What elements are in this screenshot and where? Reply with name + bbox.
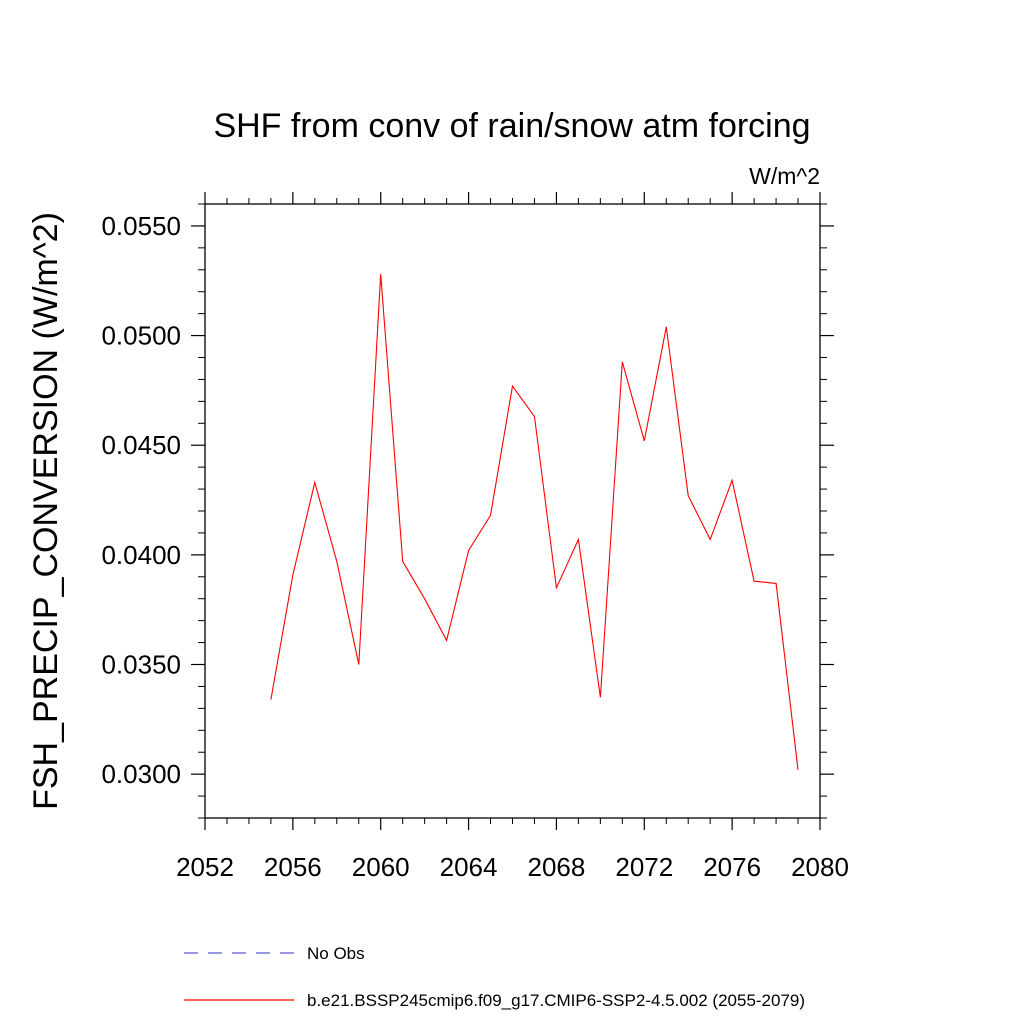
y-tick-label: 0.0400 <box>101 540 181 570</box>
y-tick-label: 0.0300 <box>101 759 181 789</box>
legend: No Obs b.e21.BSSP245cmip6.f09_g17.CMIP6-… <box>184 944 805 1010</box>
x-tick-label: 2076 <box>703 852 761 882</box>
plot-area: 2052 2056 2060 2064 2068 2072 2076 2080 0.0300 0.… <box>101 192 849 882</box>
x-tick-label: 2080 <box>791 852 849 882</box>
x-tick-label: 2056 <box>264 852 322 882</box>
series-line <box>270 274 799 770</box>
y-tick-label: 0.0350 <box>101 650 181 680</box>
y-tick-label: 0.0450 <box>101 430 181 460</box>
chart-title: SHF from conv of rain/snow atm forcing <box>213 107 810 145</box>
legend-label-no-obs: No Obs <box>307 944 365 963</box>
x-tick-label: 2068 <box>528 852 586 882</box>
x-tick-label: 2060 <box>352 852 410 882</box>
legend-label-series: b.e21.BSSP245cmip6.f09_g17.CMIP6-SSP2-4.… <box>307 991 805 1010</box>
units-label: W/m^2 <box>749 163 820 189</box>
y-tick-label: 0.0500 <box>101 321 181 351</box>
y-axis-label: FSH_PRECIP_CONVERSION (W/m^2) <box>27 212 65 810</box>
x-tick-label: 2052 <box>176 852 234 882</box>
x-tick-label: 2072 <box>615 852 673 882</box>
x-tick-label: 2064 <box>440 852 498 882</box>
y-tick-label: 0.0550 <box>101 211 181 241</box>
plot-frame <box>204 203 821 819</box>
